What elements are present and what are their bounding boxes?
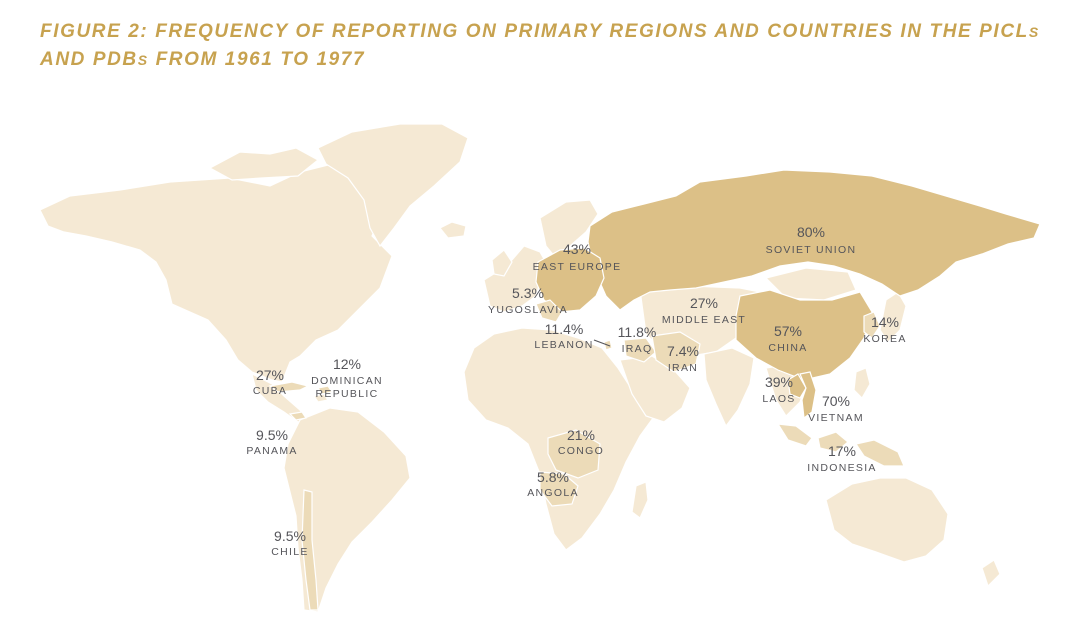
- region-china: [735, 289, 873, 381]
- yugoslavia-pct: 5.3%: [512, 285, 544, 301]
- highlighted-regions: [268, 169, 1041, 611]
- angola-pct: 5.8%: [537, 469, 569, 485]
- madagascar-land: [631, 481, 649, 519]
- title-line2: and PDB: [40, 49, 138, 70]
- region-iraq: [623, 337, 657, 363]
- figure-title: Figure 2: Frequency of reporting on prim…: [40, 18, 1070, 74]
- dominican-republic-pct: 12%: [333, 356, 361, 372]
- india-land: [703, 347, 755, 428]
- china-pct: 57%: [774, 323, 802, 339]
- lebanon-leader-line: [593, 339, 611, 347]
- yugoslavia-name: YUGOSLAVIA: [488, 304, 568, 316]
- cuba-name: CUBA: [253, 385, 287, 397]
- region-cuba: [268, 381, 310, 393]
- region-iran: [651, 331, 701, 373]
- caribbean-islands-land: [313, 393, 329, 403]
- south-america-land: [283, 407, 411, 613]
- title-line1-suffix: s: [1028, 24, 1040, 40]
- soviet-union-pct: 80%: [797, 224, 825, 240]
- iran-pct: 7.4%: [667, 343, 699, 359]
- region-soviet-union: [587, 169, 1041, 311]
- new-zealand-land: [981, 559, 1001, 588]
- laos-pct: 39%: [765, 374, 793, 390]
- indonesia-pct: 17%: [828, 443, 856, 459]
- base-landmasses: [39, 123, 1001, 613]
- angola-name: ANGOLA: [527, 487, 579, 499]
- region-east-europe: [535, 247, 605, 313]
- region-congo: [547, 429, 601, 479]
- region-labels: 80% SOVIET UNION 43% EAST EUROPE 5.3% YU…: [246, 224, 906, 558]
- iran-name: IRAN: [668, 362, 698, 374]
- scandinavia-land: [539, 199, 599, 259]
- region-korea: [863, 311, 881, 339]
- british-isles-land: [491, 249, 513, 277]
- vietnam-name: VIETNAM: [808, 412, 864, 424]
- dominican-republic-name-line1: DOMINICAN: [311, 375, 383, 387]
- region-vietnam: [799, 371, 817, 420]
- chile-pct: 9.5%: [274, 528, 306, 544]
- panama-name: PANAMA: [246, 445, 297, 457]
- middle-east-name: MIDDLE EAST: [662, 314, 746, 326]
- middle-east-pct: 27%: [690, 295, 718, 311]
- philippines-land: [853, 367, 871, 399]
- title-line1: Figure 2: Frequency of reporting on prim…: [40, 21, 1029, 42]
- region-panama: [288, 411, 307, 421]
- lebanon-name: LEBANON: [534, 339, 593, 351]
- lebanon-pct: 11.4%: [545, 321, 584, 337]
- chile-name: CHILE: [271, 546, 308, 558]
- dominican-republic-name-line2: REPUBLIC: [316, 388, 379, 400]
- congo-pct: 21%: [567, 427, 595, 443]
- congo-name: CONGO: [558, 445, 604, 457]
- iceland-land: [439, 221, 467, 239]
- east-europe-name: EAST EUROPE: [533, 261, 622, 273]
- title-line2-rest: from 1961 to 1977: [148, 49, 366, 70]
- cuba-pct: 27%: [256, 367, 284, 383]
- korea-pct: 14%: [871, 314, 899, 330]
- region-laos: [787, 373, 807, 399]
- region-angola: [539, 471, 579, 507]
- arctic-islands-land: [208, 147, 320, 181]
- vietnam-pct: 70%: [822, 393, 850, 409]
- iraq-pct: 11.8%: [618, 324, 657, 340]
- soviet-union-name: SOVIET UNION: [766, 244, 857, 256]
- region-chile: [301, 489, 319, 611]
- region-yugoslavia: [535, 299, 563, 323]
- east-europe-pct: 43%: [563, 241, 591, 257]
- region-indonesia: [776, 423, 905, 467]
- china-name: CHINA: [768, 342, 807, 354]
- australia-land: [825, 477, 949, 563]
- region-dominican-republic: [317, 385, 333, 395]
- iraq-name: IRAQ: [622, 343, 653, 355]
- title-line2-suffix: s: [137, 52, 149, 68]
- greenland-land: [317, 123, 469, 248]
- laos-name: LAOS: [762, 393, 795, 405]
- north-america-land: [39, 153, 406, 383]
- panama-pct: 9.5%: [256, 427, 288, 443]
- korea-name: KOREA: [863, 333, 906, 345]
- indonesia-name: INDONESIA: [807, 462, 876, 474]
